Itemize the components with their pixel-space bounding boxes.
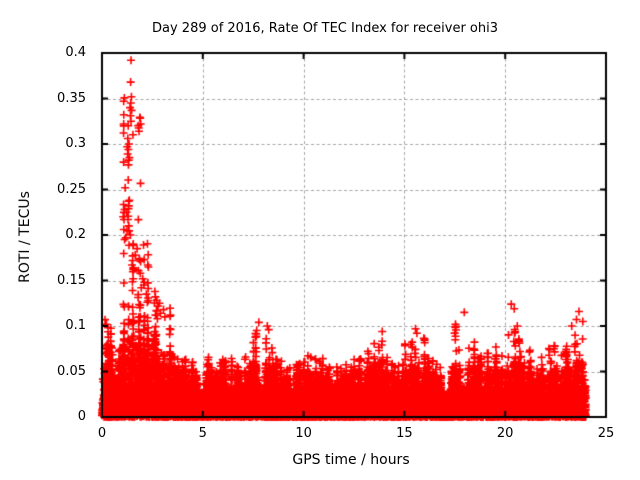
- chart-title: Day 289 of 2016, Rate Of TEC Index for r…: [152, 21, 498, 36]
- x-axis-title: GPS time / hours: [292, 452, 410, 468]
- y-axis-title: ROTI / TECUs: [17, 191, 33, 283]
